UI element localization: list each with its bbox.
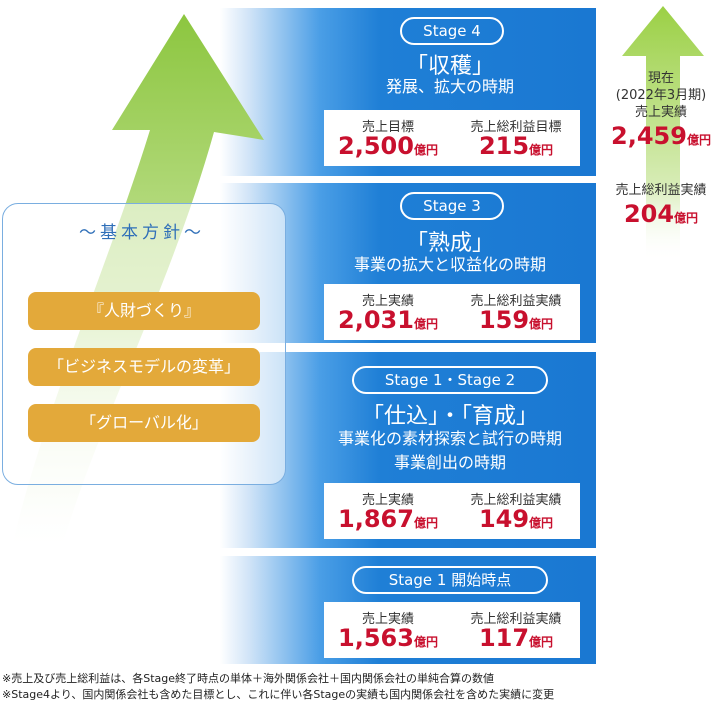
stage12-value2: 149億円 [478,505,554,533]
stage-start-label2: 売上総利益実績 [470,612,562,627]
stage-start-card: 売上実績 売上総利益実績 1,563億円 117億円 [324,602,580,658]
stage12-subtitle: 事業化の素材探索と試行の時期 [337,429,562,448]
stage4-value1: 2,500億円 [338,132,438,160]
stage4-card: 売上目標 売上総利益目標 2,500億円 215億円 [324,110,580,166]
stage3-label2: 売上総利益実績 [470,294,562,309]
stage3-value2: 159億円 [478,306,554,334]
stage3-label1: 売上実績 [361,294,414,309]
stage4-label1: 売上目標 [361,120,414,135]
current-line1: 現在 [647,71,674,86]
policy-heading: 〜基本方針〜 [79,223,205,243]
stage4-title: 「収穫」 [405,54,494,79]
policy-box [2,203,286,485]
stage3-subtitle: 事業の拡大と収益化の時期 [353,255,546,274]
current-arrow-icon [622,6,704,262]
stage-start-value1: 1,563億円 [338,624,438,652]
stage3-value1: 2,031億円 [338,306,438,334]
stage12-value1: 1,867億円 [338,505,438,533]
policy-item-global: 「グローバル化」 [28,404,260,442]
stage4-label2: 売上総利益目標 [470,120,562,135]
current-line3: 売上実績 [634,105,687,120]
footnote-1: ※売上及び売上総利益は、各Stage終了時点の単体＋海外関係会社＋国内関係会社の… [2,672,494,685]
stage-start-label1: 売上実績 [361,612,414,627]
stage12-label2: 売上総利益実績 [470,493,562,508]
stage4-value2: 215億円 [478,132,554,160]
policy-item-people: 『人財づくり』 [28,292,260,330]
stage3-card: 売上実績 売上総利益実績 2,031億円 159億円 [324,284,580,340]
stage3-title: 「熟成」 [405,231,494,256]
current-line2: (2022年3月期) [615,88,707,103]
stage12-title: 「仕込」・「育成」 [361,404,538,429]
stage12-card: 売上実績 売上総利益実績 1,867億円 149億円 [324,483,580,539]
stage3-pill: Stage 3 [400,192,504,220]
stage12-pill: Stage 1・Stage 2 [352,366,548,394]
current-sales-value: 2,459億円 [611,122,711,150]
stage-start-value2: 117億円 [478,624,554,652]
current-label: 現在 (2022年3月期) 売上実績 [602,70,720,121]
stage-start-pill: Stage 1 開始時点 [352,566,548,594]
stage4-pill: Stage 4 [400,17,504,45]
stage4-subtitle: 発展、拡大の時期 [385,77,514,96]
policy-item-business-model: 「ビジネスモデルの変革」 [28,348,260,386]
stage12-label1: 売上実績 [361,493,414,508]
stage12-subtitle2: 事業創出の時期 [393,453,506,472]
current-profit-value: 204億円 [623,200,699,228]
current-profit-label: 売上総利益実績 [615,183,707,198]
footnote-2: ※Stage4より、国内関係会社も含めた目標とし、これに伴い各Stageの実績も… [2,688,555,701]
